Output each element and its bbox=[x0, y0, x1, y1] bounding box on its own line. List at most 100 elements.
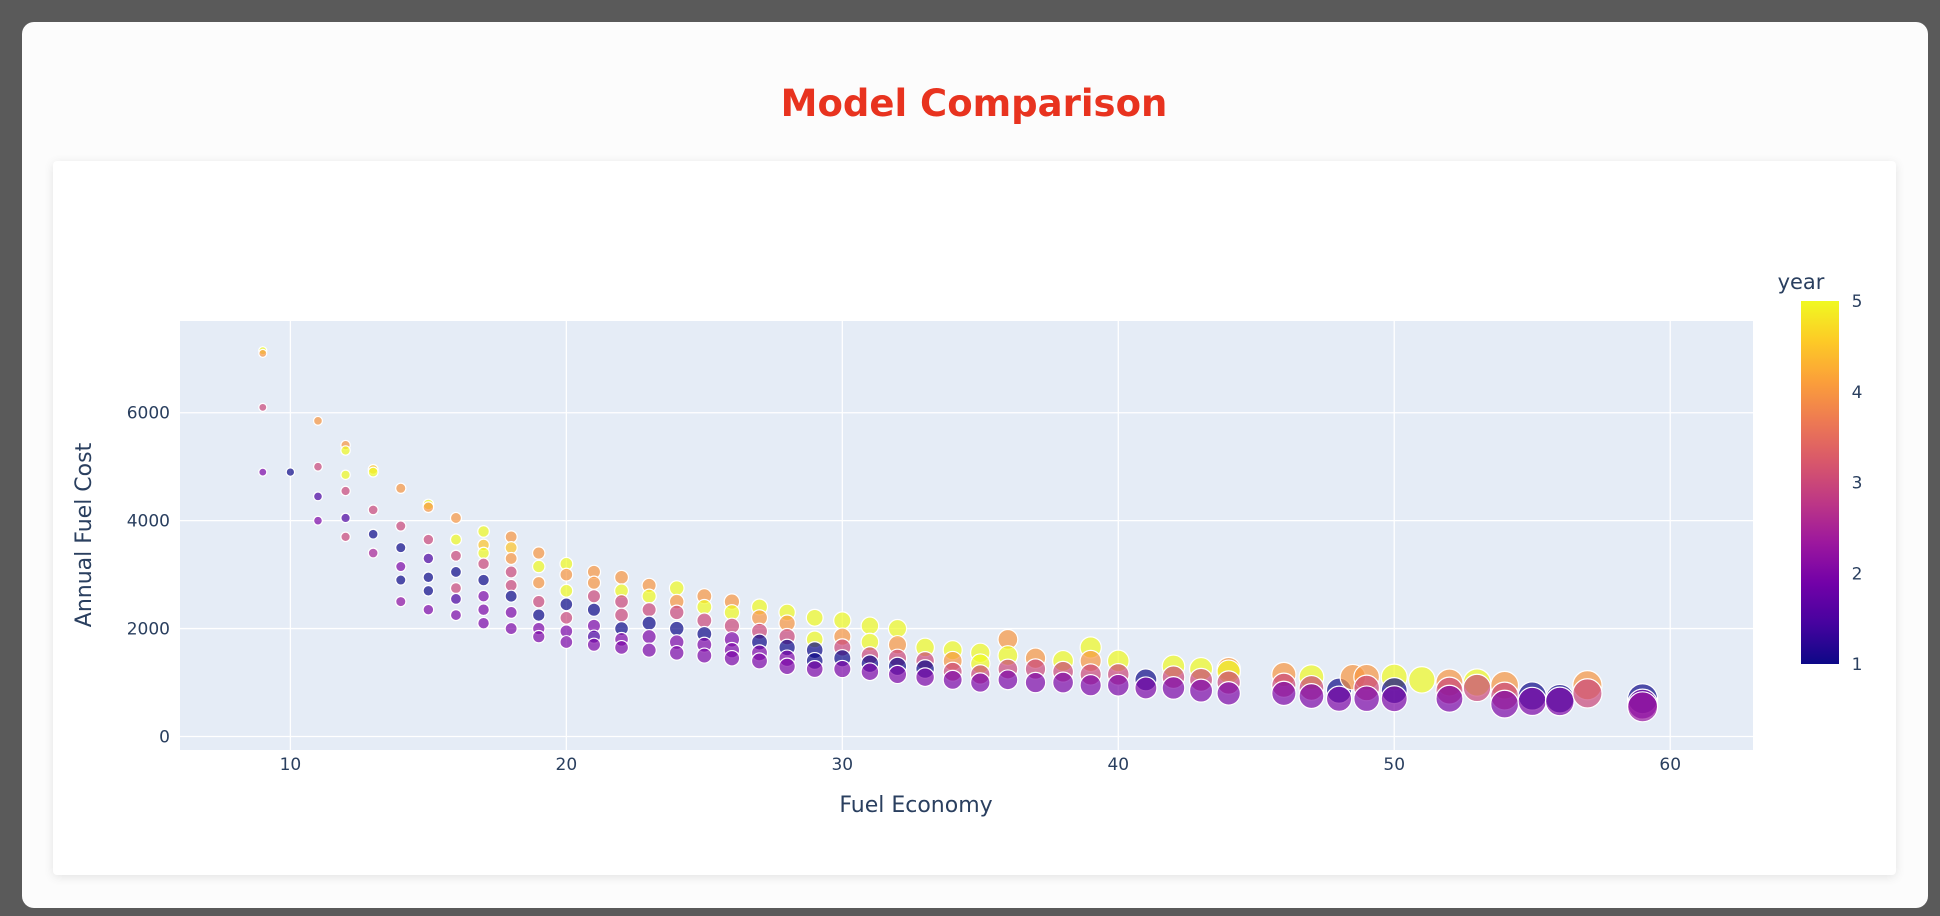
data-point bbox=[367, 547, 379, 559]
data-point bbox=[531, 546, 546, 560]
data-point bbox=[586, 589, 602, 604]
data-point bbox=[1134, 676, 1158, 700]
chart-card: 0 2000 4000 6000 10 20 30 40 50 60 Fuel Economy … bbox=[53, 161, 1896, 875]
data-point bbox=[1517, 686, 1547, 717]
data-point bbox=[449, 592, 463, 606]
colorbar-ticks: 1 2 3 4 5 bbox=[1852, 292, 1863, 675]
data-point bbox=[395, 482, 407, 494]
data-point bbox=[340, 512, 351, 524]
data-point bbox=[1544, 686, 1575, 717]
data-point bbox=[641, 601, 657, 618]
data-point bbox=[668, 620, 685, 637]
data-point bbox=[586, 637, 602, 652]
x-tick-label: 20 bbox=[556, 755, 578, 775]
data-point bbox=[312, 515, 323, 526]
data-point bbox=[449, 511, 463, 525]
page-title: Model Comparison bbox=[780, 82, 1168, 125]
plot-area[interactable] bbox=[180, 321, 1753, 750]
data-point bbox=[258, 348, 268, 358]
y-axis-label: Annual Fuel Cost bbox=[72, 442, 97, 627]
data-point bbox=[1490, 689, 1520, 719]
y-tick-label: 6000 bbox=[127, 404, 170, 424]
data-point bbox=[504, 589, 518, 603]
data-point bbox=[531, 594, 546, 609]
data-point bbox=[531, 629, 546, 644]
data-point bbox=[477, 525, 490, 538]
colorbar-tick-label: 5 bbox=[1852, 292, 1863, 312]
data-point bbox=[723, 649, 741, 667]
data-point bbox=[340, 469, 351, 481]
data-point bbox=[559, 583, 574, 598]
y-tick-label: 0 bbox=[159, 728, 170, 748]
data-point bbox=[696, 598, 713, 616]
data-point bbox=[614, 639, 630, 655]
data-point bbox=[504, 565, 518, 579]
data-point bbox=[614, 569, 630, 585]
data-point bbox=[696, 612, 713, 629]
data-point bbox=[367, 528, 379, 540]
data-point bbox=[668, 644, 685, 661]
data-point bbox=[449, 549, 463, 562]
x-axis-label: Fuel Economy bbox=[839, 793, 992, 818]
data-point bbox=[1298, 683, 1325, 710]
data-points bbox=[258, 346, 1659, 723]
colorbar-tick-label: 2 bbox=[1852, 564, 1863, 584]
data-point bbox=[997, 669, 1019, 691]
data-point bbox=[531, 575, 546, 590]
data-point bbox=[477, 616, 490, 630]
data-point bbox=[449, 582, 463, 595]
data-point bbox=[1216, 681, 1241, 706]
data-point bbox=[1627, 691, 1659, 723]
data-point bbox=[1325, 685, 1353, 712]
data-point bbox=[1462, 673, 1492, 703]
data-point bbox=[477, 573, 490, 587]
data-point bbox=[559, 635, 574, 650]
data-point bbox=[887, 618, 908, 639]
data-point bbox=[504, 605, 518, 619]
y-axis-ticks: 0 2000 4000 6000 bbox=[127, 404, 170, 748]
data-point bbox=[477, 546, 490, 560]
data-point bbox=[422, 603, 435, 616]
data-point bbox=[668, 580, 685, 597]
data-point bbox=[1353, 685, 1381, 713]
data-point bbox=[1024, 671, 1047, 694]
data-point bbox=[312, 415, 323, 426]
data-point bbox=[1106, 673, 1130, 697]
data-point bbox=[395, 560, 407, 573]
data-point bbox=[1271, 680, 1297, 707]
data-point bbox=[422, 584, 435, 597]
data-point bbox=[969, 672, 991, 693]
x-tick-label: 50 bbox=[1383, 755, 1405, 775]
data-point bbox=[805, 660, 824, 679]
colorbar-tick-label: 1 bbox=[1852, 655, 1863, 675]
data-point bbox=[1380, 685, 1408, 713]
data-point bbox=[559, 610, 574, 625]
data-point bbox=[285, 467, 296, 477]
data-point bbox=[942, 669, 963, 690]
data-point bbox=[477, 589, 490, 603]
data-point bbox=[1052, 671, 1075, 694]
data-point bbox=[367, 504, 379, 516]
data-point bbox=[696, 647, 713, 664]
data-point bbox=[586, 575, 602, 590]
colorbar[interactable] bbox=[1801, 301, 1839, 664]
data-point bbox=[833, 659, 852, 679]
data-point bbox=[887, 664, 908, 685]
colorbar-title: year bbox=[1778, 270, 1825, 294]
colorbar-tick-label: 3 bbox=[1852, 474, 1863, 494]
data-point bbox=[860, 616, 880, 636]
data-point bbox=[449, 533, 463, 546]
data-point bbox=[1188, 678, 1214, 703]
data-point bbox=[586, 602, 602, 617]
data-point bbox=[860, 662, 880, 682]
data-point bbox=[778, 657, 796, 676]
data-point bbox=[395, 574, 407, 586]
data-point bbox=[340, 445, 351, 456]
data-point bbox=[915, 667, 936, 688]
data-point bbox=[312, 491, 323, 502]
data-point bbox=[422, 552, 435, 565]
data-point bbox=[258, 402, 268, 412]
data-point bbox=[422, 533, 435, 546]
data-point bbox=[641, 642, 657, 658]
